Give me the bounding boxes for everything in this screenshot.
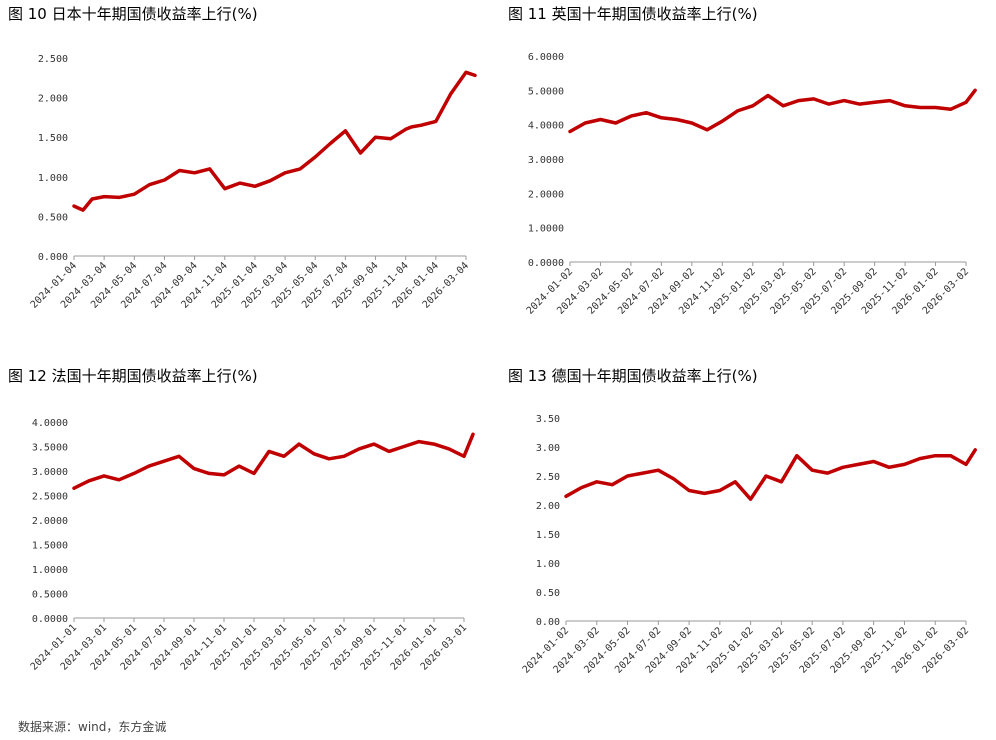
chart-panel-jp: 图 10 日本十年期国债收益率上行(%) 0.000 0.500 1.000 1.50… bbox=[8, 4, 478, 364]
y-tick-label: 1.000 bbox=[38, 173, 68, 184]
y-tick-label: 1.500 bbox=[38, 133, 68, 144]
y-tick-label: 2.000 bbox=[38, 94, 68, 105]
yield-series-line bbox=[568, 88, 977, 134]
y-tick-label: 2.00 bbox=[536, 501, 560, 512]
y-tick-label: 4.0000 bbox=[528, 121, 564, 132]
source-note: 数据来源：wind，东方金诚 bbox=[18, 720, 167, 734]
y-tick-label: 5.0000 bbox=[528, 86, 564, 97]
y-tick-label: 0.5000 bbox=[32, 590, 68, 601]
y-tick-label: 1.00 bbox=[536, 559, 560, 570]
chart-title: 图 13 德国十年期国债收益率上行(%) bbox=[508, 367, 758, 385]
chart-panel-fr: 图 12 法国十年期国债收益率上行(%) 0.0000 0.5000 1.0000 1… bbox=[8, 366, 478, 726]
y-tick-label: 0.0000 bbox=[528, 258, 564, 269]
chart-fr: 0.0000 0.5000 1.0000 1.5000 2.0000 2.5000 3.00… bbox=[29, 418, 475, 673]
chart-title: 图 10 日本十年期国债收益率上行(%) bbox=[8, 5, 258, 23]
chart-panel-de: 图 13 德国十年期国债收益率上行(%) 0.00 0.50 1.00 1.50 2.0… bbox=[508, 366, 978, 726]
chart-jp: 0.0000.5001.0001.5002.0002.5002024-01-04… bbox=[29, 54, 477, 311]
y-tick-label: 2.0000 bbox=[32, 516, 68, 527]
y-tick-label: 1.50 bbox=[536, 530, 560, 541]
chart-de: 0.000.501.001.502.002.503.003.502024-01-… bbox=[521, 414, 977, 676]
y-tick-label: 4.0000 bbox=[32, 418, 68, 429]
y-tick-label: 1.5000 bbox=[32, 541, 68, 552]
y-tick-label: 0.50 bbox=[536, 588, 560, 599]
y-tick-label: 3.0000 bbox=[528, 155, 564, 166]
y-tick-label: 2.500 bbox=[38, 54, 68, 65]
y-tick-label: 3.50 bbox=[536, 414, 560, 425]
chart-panel-uk: 图 11 英国十年期国债收益率上行(%) 0.0000 1.0000 2.0000 3… bbox=[508, 4, 978, 364]
y-tick-label: 0.0000 bbox=[32, 614, 68, 625]
y-tick-label: 0.000 bbox=[38, 252, 68, 263]
y-tick-label: 3.5000 bbox=[32, 443, 68, 454]
yield-series-line bbox=[72, 70, 477, 212]
chart-uk: 0.0000 1.0000 2.0000 3.0000 4.0000 5.0000 6.00… bbox=[525, 52, 977, 317]
y-tick-label: 2.50 bbox=[536, 472, 560, 483]
y-tick-label: 2.5000 bbox=[32, 492, 68, 503]
y-tick-label: 2.0000 bbox=[528, 189, 564, 200]
chart-title: 图 11 英国十年期国债收益率上行(%) bbox=[508, 5, 758, 23]
y-tick-label: 0.500 bbox=[38, 212, 68, 223]
y-tick-label: 1.0000 bbox=[528, 224, 564, 235]
y-tick-label: 3.00 bbox=[536, 443, 560, 454]
yield-series-line bbox=[72, 432, 475, 490]
y-tick-label: 0.00 bbox=[536, 617, 560, 628]
yield-series-line bbox=[564, 448, 977, 501]
chart-title: 图 12 法国十年期国债收益率上行(%) bbox=[8, 367, 258, 385]
y-tick-label: 6.0000 bbox=[528, 52, 564, 63]
y-tick-label: 3.0000 bbox=[32, 467, 68, 478]
y-tick-label: 1.0000 bbox=[32, 565, 68, 576]
